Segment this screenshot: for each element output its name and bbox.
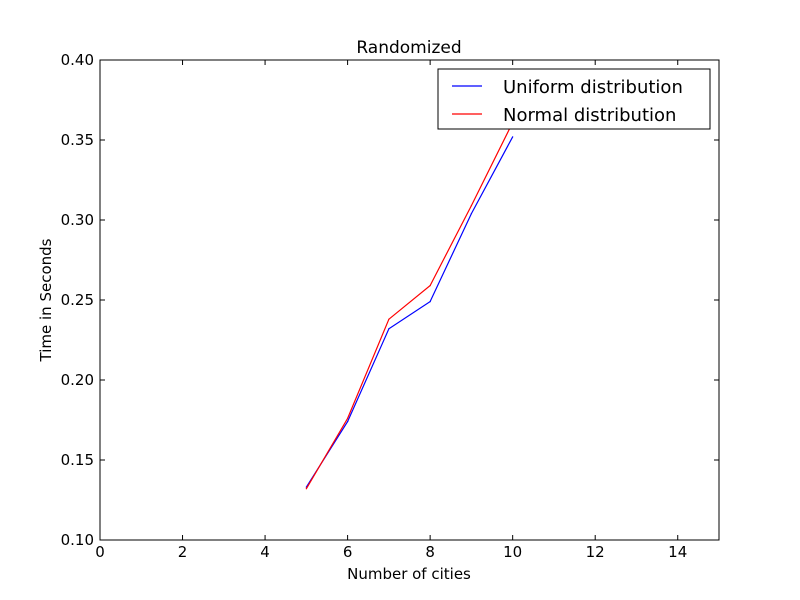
legend-label-uniform: Uniform distribution [503, 77, 683, 98]
x-tick-label: 2 [178, 543, 188, 561]
y-tick-label: 0.25 [61, 291, 94, 309]
data-point-0-4 [470, 213, 472, 215]
x-tick-label: 10 [503, 543, 522, 561]
data-point-0-3 [429, 301, 431, 303]
y-tick-label: 0.10 [61, 531, 94, 549]
data-point-1-2 [388, 318, 390, 320]
x-axis-label: Number of cities [347, 565, 471, 583]
data-point-0-1 [347, 421, 349, 423]
data-point-1-4 [470, 205, 472, 207]
data-point-0-2 [388, 328, 390, 330]
x-tick-label: 14 [668, 543, 687, 561]
y-tick-label: 0.30 [61, 211, 94, 229]
x-tick-label: 12 [586, 543, 605, 561]
x-tick-label: 8 [425, 543, 435, 561]
y-tick-label: 0.40 [61, 51, 94, 69]
y-tick-label: 0.15 [61, 451, 94, 469]
x-tick-label: 6 [343, 543, 353, 561]
x-tick-label: 0 [95, 543, 105, 561]
legend: Uniform distribution Normal distribution [437, 68, 711, 130]
series-line-1 [305, 122, 514, 490]
x-axis: 0 2 4 6 8 10 12 14 [95, 60, 687, 561]
x-tick-label: 4 [260, 543, 270, 561]
y-tick-label: 0.35 [61, 131, 94, 149]
chart-title: Randomized [356, 38, 461, 58]
data-point-1-0 [305, 488, 307, 490]
y-axis: 0.10 0.15 0.20 0.25 0.30 0.35 0.40 [61, 51, 719, 549]
lines-layer [305, 121, 514, 490]
legend-label-normal: Normal distribution [503, 105, 676, 126]
data-point-1-3 [429, 285, 431, 287]
legend-box [437, 68, 711, 130]
series-line-0 [305, 136, 514, 488]
data-point-1-1 [347, 417, 349, 419]
y-axis-label: Time in Seconds [37, 238, 55, 362]
y-tick-label: 0.20 [61, 371, 94, 389]
data-point-0-5 [512, 136, 514, 138]
